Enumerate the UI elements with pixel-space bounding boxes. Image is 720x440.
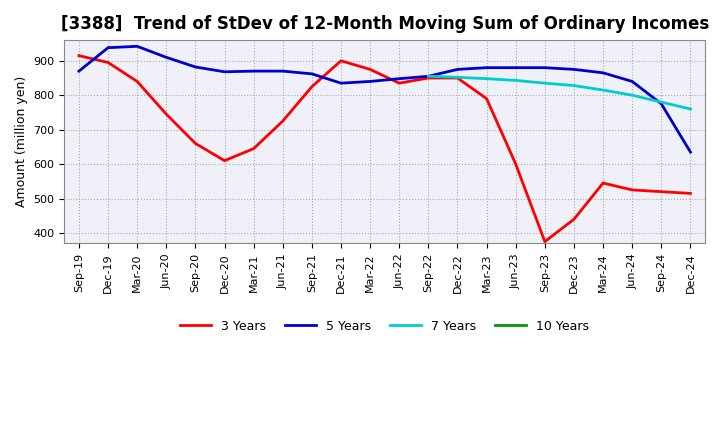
3 Years [657,189,666,194]
7 Years [686,106,695,112]
3 Years [279,118,287,124]
3 Years [570,216,578,222]
3 Years [366,67,374,72]
5 Years [279,69,287,74]
5 Years [75,69,84,74]
Legend: 3 Years, 5 Years, 7 Years, 10 Years: 3 Years, 5 Years, 7 Years, 10 Years [175,315,595,337]
5 Years [162,55,171,60]
Line: 3 Years: 3 Years [79,55,690,242]
5 Years [133,44,142,49]
3 Years [220,158,229,163]
3 Years [191,141,199,146]
3 Years [453,75,462,81]
5 Years [191,64,199,70]
5 Years [337,81,346,86]
3 Years [511,161,520,167]
5 Years [511,65,520,70]
5 Years [366,79,374,84]
5 Years [628,79,636,84]
Line: 7 Years: 7 Years [428,76,690,109]
5 Years [424,73,433,79]
3 Years [482,96,491,101]
5 Years [599,70,608,76]
7 Years [424,73,433,79]
7 Years [511,78,520,83]
3 Years [104,60,112,65]
5 Years [657,101,666,106]
3 Years [628,187,636,193]
5 Years [104,45,112,50]
5 Years [541,65,549,70]
5 Years [482,65,491,70]
7 Years [570,83,578,88]
5 Years [395,76,404,81]
5 Years [686,150,695,155]
3 Years [686,191,695,196]
7 Years [628,92,636,98]
5 Years [307,71,316,77]
3 Years [133,79,142,84]
Title: [3388]  Trend of StDev of 12-Month Moving Sum of Ordinary Incomes: [3388] Trend of StDev of 12-Month Moving… [60,15,708,33]
7 Years [599,88,608,93]
Y-axis label: Amount (million yen): Amount (million yen) [15,76,28,207]
3 Years [162,111,171,117]
3 Years [75,53,84,58]
3 Years [395,81,404,86]
5 Years [249,69,258,74]
5 Years [220,69,229,74]
3 Years [307,84,316,89]
5 Years [453,67,462,72]
3 Years [337,58,346,63]
3 Years [541,239,549,244]
3 Years [599,180,608,186]
7 Years [453,75,462,80]
5 Years [570,67,578,72]
7 Years [657,99,666,105]
7 Years [541,81,549,86]
7 Years [482,76,491,81]
Line: 5 Years: 5 Years [79,46,690,152]
3 Years [249,146,258,151]
3 Years [424,75,433,81]
